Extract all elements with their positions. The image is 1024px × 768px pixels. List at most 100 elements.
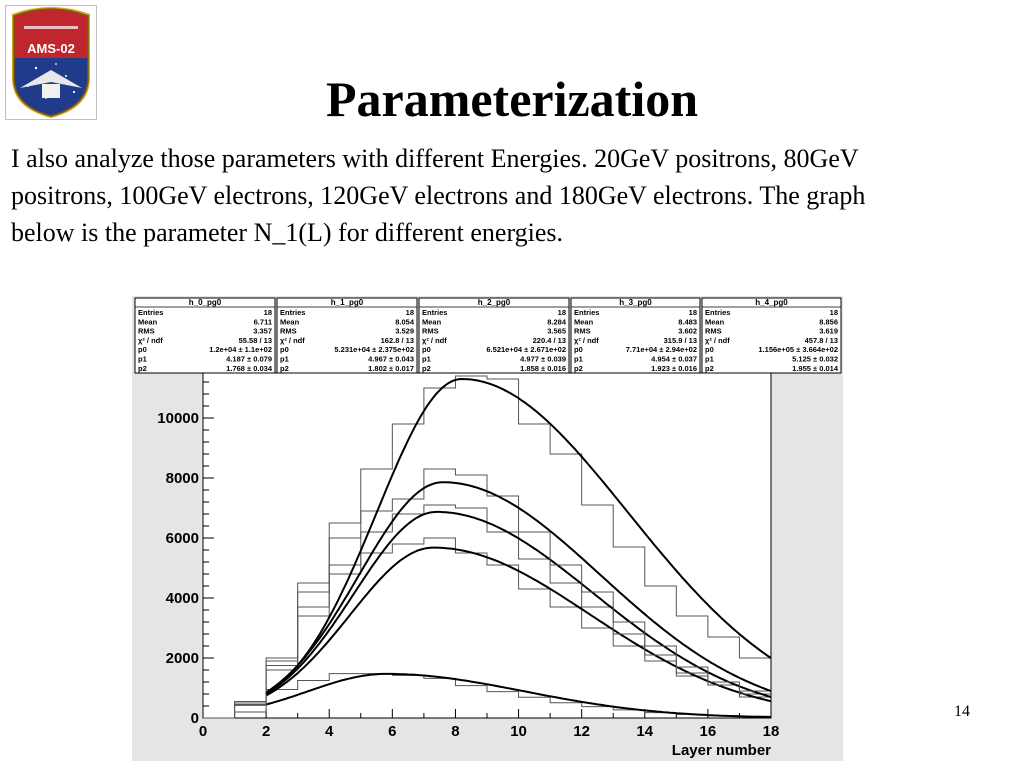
x-axis-label: Layer number bbox=[672, 742, 771, 759]
stat-key: Mean bbox=[422, 317, 442, 326]
stat-value: 18 bbox=[830, 308, 838, 317]
stat-value: 5.125 ± 0.032 bbox=[792, 355, 838, 364]
stat-value: 1.802 ± 0.017 bbox=[368, 364, 414, 373]
stat-value: 457.8 / 13 bbox=[805, 336, 838, 345]
stat-key: Entries bbox=[705, 308, 730, 317]
stat-box-h_2_pg0: h_2_pg0 Entries 18 Mean 8.284 RMS 3.565 χ² / nd… bbox=[418, 297, 570, 374]
stat-key: p0 bbox=[138, 345, 147, 354]
x-tick-label: 8 bbox=[451, 723, 459, 740]
stat-value: 8.054 bbox=[395, 317, 415, 326]
stat-value: 6.521e+04 ± 2.671e+02 bbox=[486, 345, 566, 354]
stat-value: 4.187 ± 0.079 bbox=[226, 355, 272, 364]
stat-key: χ² / ndf bbox=[705, 336, 730, 345]
fit-curve-1 bbox=[265, 546, 772, 703]
stat-value: 4.967 ± 0.043 bbox=[368, 355, 414, 364]
stat-value: 3.529 bbox=[395, 327, 414, 336]
stat-value: 162.8 / 13 bbox=[381, 336, 414, 345]
fit-curve-2 bbox=[265, 510, 772, 698]
stat-value: 220.4 / 13 bbox=[533, 336, 566, 345]
fit-curve-4 bbox=[265, 377, 772, 695]
stat-value: 55.58 / 13 bbox=[239, 336, 272, 345]
stat-value: 18 bbox=[406, 308, 414, 317]
stat-key: Entries bbox=[138, 308, 163, 317]
stat-key: Entries bbox=[574, 308, 599, 317]
stat-value: 8.483 bbox=[678, 317, 697, 326]
stat-box-title: h_2_pg0 bbox=[478, 298, 511, 307]
stat-box-h_1_pg0: h_1_pg0 Entries 18 Mean 8.054 RMS 3.529 χ² / nd… bbox=[276, 297, 418, 374]
stat-key: Entries bbox=[280, 308, 305, 317]
stat-key: Mean bbox=[574, 317, 594, 326]
stat-key: p2 bbox=[280, 364, 289, 373]
x-tick-label: 0 bbox=[199, 723, 207, 740]
logo-text: AMS-02 bbox=[27, 41, 75, 56]
stat-value: 3.357 bbox=[253, 327, 272, 336]
stat-key: Mean bbox=[138, 317, 158, 326]
stat-value: 18 bbox=[264, 308, 272, 317]
stat-key: Mean bbox=[280, 317, 300, 326]
plot-frame bbox=[202, 372, 772, 719]
stat-value: 4.977 ± 0.039 bbox=[520, 355, 566, 364]
ams-02-logo: AMS-02 bbox=[5, 5, 97, 120]
y-tick-label: 6000 bbox=[166, 530, 199, 547]
stat-value: 8.856 bbox=[819, 317, 838, 326]
stat-key: p1 bbox=[422, 355, 431, 364]
stat-key: p2 bbox=[574, 364, 583, 373]
stat-value: 1.858 ± 0.016 bbox=[520, 364, 566, 373]
chart-svg: 0 2 4 6 8 10 12 14 16 18 0 2000 4000 6000 8000 10000 Lay… bbox=[132, 296, 843, 761]
stat-key: χ² / ndf bbox=[138, 336, 163, 345]
stat-key: p2 bbox=[138, 364, 147, 373]
stat-key: p1 bbox=[574, 355, 583, 364]
stat-value: 8.284 bbox=[547, 317, 567, 326]
stat-box-frame bbox=[134, 297, 276, 374]
stat-key: χ² / ndf bbox=[280, 336, 305, 345]
y-tick-label: 10000 bbox=[157, 410, 199, 427]
stat-value: 18 bbox=[558, 308, 566, 317]
stat-key: χ² / ndf bbox=[574, 336, 599, 345]
stat-box-frame bbox=[701, 297, 842, 374]
stat-value: 4.954 ± 0.037 bbox=[651, 355, 697, 364]
stat-key: p2 bbox=[422, 364, 431, 373]
x-tick-label: 10 bbox=[510, 723, 527, 740]
stat-box-frame bbox=[570, 297, 701, 374]
stat-box-h_3_pg0: h_3_pg0 Entries 18 Mean 8.483 RMS 3.602 χ² / nd… bbox=[570, 297, 701, 374]
stat-key: RMS bbox=[705, 327, 722, 336]
stat-value: 1.156e+05 ± 3.664e+02 bbox=[758, 345, 838, 354]
stat-box-title: h_3_pg0 bbox=[619, 298, 652, 307]
fit-curve-0 bbox=[265, 672, 772, 719]
stat-value: 6.711 bbox=[254, 317, 272, 326]
stat-value: 3.565 bbox=[547, 327, 566, 336]
y-tick-label: 0 bbox=[191, 710, 199, 727]
ams-02-emblem-icon: AMS-02 bbox=[12, 7, 90, 118]
stat-value: 3.602 bbox=[678, 327, 697, 336]
x-tick-label: 14 bbox=[636, 723, 653, 740]
stat-value: 1.768 ± 0.034 bbox=[226, 364, 273, 373]
body-line-1: I also analyze those parameters with dif… bbox=[11, 144, 859, 173]
body-line-3: below is the parameter N_1(L) for differ… bbox=[11, 218, 564, 247]
stat-value: 7.71e+04 ± 2.94e+02 bbox=[626, 345, 697, 354]
stat-key: RMS bbox=[280, 327, 297, 336]
slide-title: Parameterization bbox=[325, 71, 699, 127]
stat-box-frame bbox=[276, 297, 418, 374]
y-tick-label: 2000 bbox=[166, 650, 199, 667]
stat-key: χ² / ndf bbox=[422, 336, 447, 345]
x-tick-label: 18 bbox=[763, 723, 780, 740]
stat-key: p1 bbox=[138, 355, 147, 364]
stat-key: Entries bbox=[422, 308, 447, 317]
histogram-4 bbox=[203, 375, 771, 719]
x-tick-label: 4 bbox=[325, 723, 334, 740]
stat-value: 3.619 bbox=[819, 327, 838, 336]
stat-key: p2 bbox=[705, 364, 714, 373]
stat-key: p0 bbox=[705, 345, 714, 354]
stat-key: p1 bbox=[280, 355, 289, 364]
fit-curve-3 bbox=[265, 481, 772, 694]
stat-value: 5.231e+04 ± 2.375e+02 bbox=[334, 345, 414, 354]
stat-key: p0 bbox=[574, 345, 583, 354]
stat-key: RMS bbox=[138, 327, 155, 336]
x-tick-label: 16 bbox=[700, 723, 717, 740]
page-number: 14 bbox=[954, 703, 970, 720]
energy-parameter-chart: 0 2 4 6 8 10 12 14 16 18 0 2000 4000 6000 8000 10000 Lay… bbox=[132, 296, 843, 761]
stat-box-title: h_0_pg0 bbox=[189, 298, 222, 307]
stat-box-frame bbox=[418, 297, 570, 374]
stat-box-h_4_pg0: h_4_pg0 Entries 18 Mean 8.856 RMS 3.619 χ² / nd… bbox=[701, 297, 842, 374]
stat-key: RMS bbox=[574, 327, 591, 336]
